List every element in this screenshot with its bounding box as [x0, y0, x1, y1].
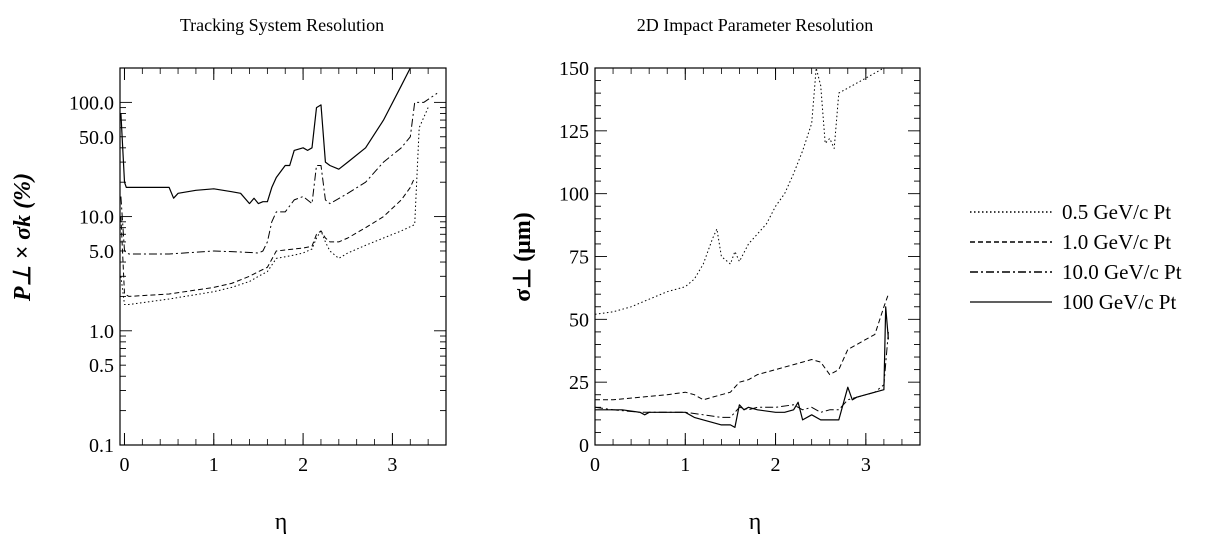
right-plot-frame [594, 67, 921, 446]
right-series-1-0-gev-c-pt [595, 294, 889, 401]
right-chart: 2D Impact Parameter Resolution 0 1 2 3 0 25 50… [510, 15, 921, 535]
x-tick-label: 2 [298, 454, 308, 476]
x-tick-label: 2 [771, 454, 781, 476]
left-plot-frame [119, 67, 447, 446]
y-tick-label: 100.0 [69, 92, 114, 114]
y-tick-label: 150 [559, 58, 589, 80]
right-y-axis-label: σ⊥ (μm) [510, 212, 536, 302]
left-chart: Tracking System Resolution 0 1 2 3 0.1 0.5 1.0… [10, 15, 447, 535]
x-tick-label: 0 [590, 454, 600, 476]
right-series-100-gev-c-pt [595, 306, 889, 428]
x-tick-label: 3 [387, 454, 397, 476]
right-chart-title: 2D Impact Parameter Resolution [637, 15, 873, 35]
legend-label-10-0-gev-c-pt: 10.0 GeV/c Pt [1062, 260, 1182, 284]
y-tick-label: 25 [569, 372, 589, 394]
legend-label-1-0-gev-c-pt: 1.0 GeV/c Pt [1062, 230, 1171, 254]
x-tick-label: 0 [119, 454, 129, 476]
y-tick-label: 0.1 [89, 435, 114, 457]
x-tick-label: 1 [680, 454, 690, 476]
x-tick-label: 1 [209, 454, 219, 476]
y-tick-label: 5.0 [89, 241, 114, 263]
left-x-axis-label: η [275, 509, 288, 535]
y-tick-label: 100 [559, 184, 589, 206]
right-axis-ticks: 0 1 2 3 0 25 50 75 100 125 150 [559, 58, 921, 476]
left-chart-title: Tracking System Resolution [180, 15, 384, 35]
legend-label-0-5-gev-c-pt: 0.5 GeV/c Pt [1062, 200, 1171, 224]
y-tick-label: 75 [569, 247, 589, 269]
right-series-10-0-gev-c-pt [594, 331, 889, 418]
right-x-axis-label: η [749, 509, 762, 535]
right-series-group [594, 67, 889, 428]
left-y-axis-label: P⊥ × σk (%) [10, 173, 36, 302]
left-series-10-0-gev-c-pt [120, 92, 438, 255]
x-tick-label: 3 [861, 454, 871, 476]
legend-label-100-gev-c-pt: 100 GeV/c Pt [1062, 290, 1176, 314]
left-series-100-gev-c-pt [120, 67, 411, 205]
y-tick-label: 0.5 [89, 355, 114, 377]
y-tick-label: 0 [579, 435, 589, 457]
left-series-group [120, 67, 438, 305]
y-tick-label: 50.0 [79, 127, 114, 149]
y-tick-label: 1.0 [89, 321, 114, 343]
y-tick-label: 125 [559, 121, 589, 143]
right-series-0-5-gev-c-pt [594, 67, 885, 315]
left-series-0-5-gev-c-pt [120, 107, 429, 305]
y-tick-label: 50 [569, 309, 589, 331]
y-tick-label: 10.0 [79, 207, 114, 229]
left-axis-ticks: 0 1 2 3 0.1 0.5 1.0 5.0 10.0 50.0 100.0 [69, 67, 446, 476]
left-series-1-0-gev-c-pt [120, 177, 416, 297]
legend: 0.5 GeV/c Pt 1.0 GeV/c Pt 10.0 GeV/c Pt 100… [970, 200, 1182, 314]
